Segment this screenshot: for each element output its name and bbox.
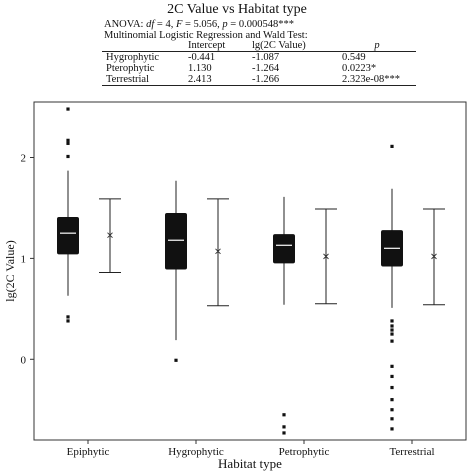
- regression-table: Intercept lg(2C Value) p Hygrophytic -0.…: [102, 40, 416, 86]
- p-cell: 0.0223*: [342, 63, 377, 74]
- outlier-point: [390, 385, 394, 390]
- outlier-point: [390, 427, 394, 431]
- y-tick-label: 2: [21, 152, 27, 164]
- outlier-point: [390, 332, 394, 336]
- box-body: [273, 234, 295, 264]
- x-tick-label: Petrophytic: [279, 446, 330, 458]
- outlier-point: [174, 358, 178, 362]
- p-cell: 2.323e-08***: [342, 74, 401, 85]
- table-row: Hygrophytic -0.441 -1.087 0.549: [102, 52, 416, 64]
- intercept-cell: -0.441: [188, 52, 216, 63]
- x-tick-label: Terrestrial: [389, 446, 434, 458]
- row-label: Pterophytic: [106, 63, 155, 74]
- chart-title: 2C Value vs Habitat type: [167, 2, 307, 17]
- anova-df-symbol: df: [146, 19, 155, 30]
- regression-table-header: Intercept lg(2C Value) p: [102, 40, 416, 52]
- outlier-point: [390, 374, 394, 379]
- stats-header: 2C Value vs Habitat type ANOVA: df = 4, …: [0, 0, 474, 100]
- p-cell: 0.549: [342, 52, 366, 63]
- anova-result: ANOVA: df = 4, F = 5.056, p = 0.000548**…: [104, 19, 294, 30]
- outlier-point: [390, 339, 394, 343]
- header-cell-lg2c: lg(2C Value): [252, 40, 306, 51]
- intercept-cell: 1.130: [188, 63, 212, 74]
- box-body: [57, 217, 79, 255]
- outlier-point: [282, 425, 286, 429]
- anova-prefix: ANOVA:: [104, 19, 147, 30]
- mean-marker: [323, 253, 329, 260]
- row-label: Terrestrial: [106, 74, 149, 85]
- plot-frame: [33, 101, 467, 441]
- outlier-point: [390, 328, 394, 332]
- outlier-point: [66, 107, 70, 111]
- regression-title: Multinomial Logistic Regression and Wald…: [104, 30, 308, 41]
- anova-f-symbol: F: [175, 19, 183, 30]
- outlier-point: [390, 364, 394, 368]
- outlier-point: [390, 324, 394, 328]
- y-tick-label: 0: [21, 354, 27, 366]
- anova-f-value: = 5.056,: [182, 19, 223, 30]
- outlier-point: [390, 144, 394, 148]
- outlier-point: [390, 417, 394, 421]
- outlier-point: [390, 398, 394, 402]
- outlier-point: [66, 315, 70, 319]
- coef-cell: -1.266: [252, 74, 280, 85]
- table-row: Terrestrial 2.413 -1.266 2.323e-08***: [102, 74, 416, 86]
- outlier-point: [282, 431, 286, 435]
- outlier-point: [390, 319, 394, 323]
- mean-marker: [215, 248, 221, 255]
- mean-marker: [431, 253, 437, 260]
- outlier-point: [66, 141, 70, 145]
- outlier-point: [66, 319, 70, 323]
- table-row: Pterophytic 1.130 -1.264 0.0223*: [102, 63, 416, 74]
- x-tick-label: Epiphytic: [67, 446, 110, 458]
- x-axis-label: Habitat type: [218, 456, 282, 471]
- header-cell-p: p: [374, 40, 380, 51]
- coef-cell: -1.264: [252, 63, 280, 74]
- row-label: Hygrophytic: [106, 52, 160, 63]
- outlier-point: [66, 154, 70, 159]
- outlier-point: [390, 408, 394, 412]
- x-tick-label: Hygrophytic: [168, 446, 224, 458]
- coef-cell: -1.087: [252, 52, 280, 63]
- anova-df-value: = 4,: [154, 19, 176, 30]
- anova-p-value: = 0.000548***: [227, 19, 294, 30]
- outlier-point: [66, 138, 70, 142]
- intercept-cell: 2.413: [188, 74, 212, 85]
- outlier-point: [282, 413, 286, 417]
- y-axis-label: lg(2C Value): [3, 240, 17, 301]
- mean-marker: [107, 232, 113, 239]
- anova-p-symbol: p: [222, 19, 228, 30]
- y-tick-label: 1: [21, 253, 27, 265]
- header-cell-intercept: Intercept: [188, 40, 226, 51]
- box-body: [165, 212, 187, 270]
